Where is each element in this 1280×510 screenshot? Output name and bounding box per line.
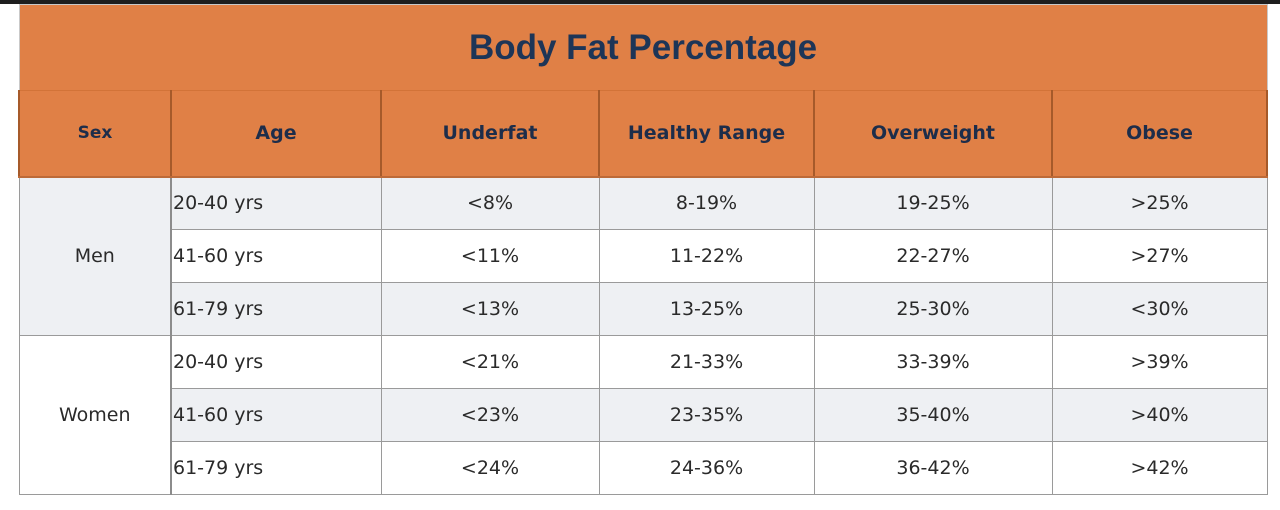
table-row: 41-60 yrs <11% 11-22% 22-27% >27% <box>19 229 1268 283</box>
age-cell: 41-60 yrs <box>170 229 382 283</box>
underfat-cell: <13% <box>380 282 600 336</box>
healthy-cell: 11-22% <box>598 229 815 283</box>
underfat-cell: <23% <box>380 388 600 442</box>
column-header-underfat: Underfat <box>380 90 600 178</box>
obese-cell: >27% <box>1051 229 1268 283</box>
overweight-cell: 22-27% <box>813 229 1053 283</box>
table-row: 41-60 yrs <23% 23-35% 35-40% >40% <box>19 388 1268 442</box>
healthy-cell: 8-19% <box>598 176 815 230</box>
healthy-cell: 24-36% <box>598 441 815 495</box>
underfat-cell: <11% <box>380 229 600 283</box>
obese-cell: >39% <box>1051 335 1268 389</box>
age-cell: 20-40 yrs <box>170 176 382 230</box>
age-cell: 20-40 yrs <box>170 335 382 389</box>
age-cell: 41-60 yrs <box>170 388 382 442</box>
column-header-sex: Sex <box>18 90 172 178</box>
table-title: Body Fat Percentage <box>18 4 1268 91</box>
column-header-age: Age <box>170 90 382 178</box>
healthy-cell: 13-25% <box>598 282 815 336</box>
age-cell: 61-79 yrs <box>170 441 382 495</box>
title-row: Body Fat Percentage <box>18 4 1268 91</box>
underfat-cell: <8% <box>380 176 600 230</box>
header-row: Sex Age Underfat Healthy Range Overweigh… <box>18 90 1269 178</box>
column-header-overweight: Overweight <box>813 90 1053 178</box>
healthy-cell: 21-33% <box>598 335 815 389</box>
underfat-cell: <24% <box>380 441 600 495</box>
column-header-obese: Obese <box>1050 90 1269 178</box>
overweight-cell: 35-40% <box>813 388 1053 442</box>
obese-cell: >40% <box>1051 388 1268 442</box>
body-fat-table-container: Body Fat Percentage Sex Age Underfat Hea… <box>18 4 1269 495</box>
table-row: Women 20-40 yrs <21% 21-33% 33-39% >39% <box>18 335 1268 495</box>
top-border-line <box>0 0 1280 4</box>
sex-cell-men: Men <box>18 176 172 336</box>
underfat-cell: <21% <box>380 335 600 389</box>
obese-cell: >42% <box>1051 441 1268 495</box>
overweight-cell: 25-30% <box>813 282 1053 336</box>
overweight-cell: 19-25% <box>813 176 1053 230</box>
overweight-cell: 36-42% <box>813 441 1053 495</box>
body-fat-table: Body Fat Percentage Sex Age Underfat Hea… <box>18 4 1269 495</box>
table-row: 61-79 yrs <24% 24-36% 36-42% >42% <box>19 441 1268 495</box>
sex-cell-women: Women <box>18 335 172 495</box>
obese-cell: >25% <box>1051 176 1268 230</box>
healthy-cell: 23-35% <box>598 388 815 442</box>
table-row: Men 20-40 yrs <8% 8-19% 19-25% >25% <box>18 176 1268 336</box>
column-header-healthy-range: Healthy Range <box>598 90 815 178</box>
age-cell: 61-79 yrs <box>170 282 382 336</box>
overweight-cell: 33-39% <box>813 335 1053 389</box>
obese-cell: <30% <box>1051 282 1268 336</box>
table-row: 61-79 yrs <13% 13-25% 25-30% <30% <box>19 282 1268 336</box>
